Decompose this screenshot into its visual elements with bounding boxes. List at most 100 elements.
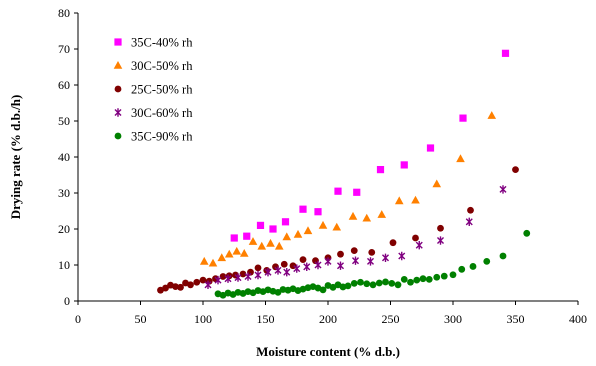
y-tick-label: 70 — [58, 42, 70, 56]
x-tick-label: 350 — [507, 312, 525, 326]
data-point — [318, 220, 328, 229]
data-point — [314, 260, 322, 270]
data-point — [382, 278, 389, 286]
data-point — [456, 154, 465, 163]
data-point — [366, 257, 375, 266]
x-tick-label: 150 — [257, 312, 275, 326]
legend-marker — [114, 108, 122, 117]
x-tick-label: 200 — [319, 312, 337, 326]
data-point — [303, 262, 311, 271]
data-point — [224, 274, 232, 283]
data-point — [411, 195, 420, 204]
y-tick-label: 40 — [58, 150, 70, 164]
data-point — [274, 241, 284, 250]
data-point — [324, 257, 332, 266]
data-point — [208, 258, 218, 267]
data-point — [244, 272, 252, 281]
data-point — [162, 284, 169, 292]
axes: 0 50 100 150 200 250 300 350 400 0 10 20 30 40 50 60 70 8… — [58, 6, 587, 326]
data-point — [232, 246, 242, 255]
data-point — [483, 258, 491, 265]
x-tick-label: 400 — [569, 312, 587, 326]
data-point — [375, 279, 383, 287]
series-30c-50-rh — [199, 111, 497, 267]
data-point — [283, 268, 291, 277]
data-point — [199, 256, 209, 265]
legend-label: 35C-40% rh — [131, 36, 193, 50]
data-point — [266, 238, 275, 247]
data-point — [281, 218, 290, 226]
legend: 35C-40% rh 30C-50% rh 25C-50% rh 30C-60% rh… — [113, 36, 193, 144]
data-point — [314, 208, 322, 216]
data-point — [501, 49, 510, 57]
data-point — [299, 256, 307, 263]
data-point — [467, 206, 474, 214]
data-point — [336, 261, 345, 270]
data-point — [239, 270, 247, 278]
data-point — [303, 226, 313, 235]
data-point — [219, 273, 227, 280]
y-tick-label: 20 — [58, 222, 70, 236]
data-point — [177, 283, 184, 291]
data-point — [172, 283, 179, 290]
data-point — [248, 237, 258, 245]
y-tick-label: 10 — [58, 258, 70, 272]
data-point — [329, 283, 337, 291]
data-point — [499, 252, 507, 260]
data-point — [388, 279, 396, 287]
data-point — [334, 187, 342, 195]
data-point — [274, 266, 282, 275]
data-point — [437, 224, 444, 232]
x-tick-label: 0 — [75, 312, 81, 326]
data-point — [362, 213, 372, 222]
data-point — [293, 229, 303, 238]
data-point — [415, 241, 423, 250]
data-point — [217, 253, 227, 262]
data-point — [440, 272, 448, 280]
data-point — [400, 161, 408, 169]
data-point — [465, 217, 473, 226]
data-point — [400, 276, 408, 283]
data-point — [425, 276, 433, 283]
data-point — [381, 253, 390, 262]
data-point — [243, 232, 251, 240]
data-point — [332, 222, 342, 231]
x-axis-title: Moisture content (% d.b.) — [256, 344, 400, 359]
data-point — [282, 232, 292, 241]
data-point — [239, 248, 249, 257]
legend-marker — [114, 85, 122, 93]
data-point — [312, 257, 319, 265]
legend-marker — [114, 38, 122, 46]
data-point — [394, 281, 402, 289]
data-point — [299, 205, 307, 213]
data-point — [351, 256, 360, 265]
data-point — [348, 211, 358, 220]
data-point — [234, 273, 242, 282]
data-point — [337, 250, 344, 258]
data-point — [459, 114, 467, 122]
data-point — [257, 241, 267, 250]
y-tick-label: 80 — [58, 6, 70, 20]
data-point — [487, 111, 497, 119]
x-tick-label: 50 — [135, 312, 147, 326]
data-point — [319, 286, 327, 294]
data-point — [357, 278, 364, 286]
data-point — [272, 263, 279, 271]
series-35c-40-rh — [230, 49, 510, 242]
legend-marker — [114, 132, 122, 140]
series-35c-90-rh — [214, 229, 531, 299]
data-point — [280, 260, 288, 268]
data-point — [407, 278, 414, 286]
data-point — [432, 179, 442, 188]
data-point — [199, 276, 207, 284]
data-point — [412, 234, 419, 242]
data-point — [363, 280, 371, 288]
series-30c-60-rh — [204, 185, 507, 289]
data-point — [419, 275, 427, 283]
data-point — [368, 249, 376, 256]
data-point — [433, 273, 441, 281]
data-point — [344, 282, 352, 290]
legend-marker — [113, 61, 123, 69]
data-point — [230, 234, 238, 242]
legend-label: 30C-50% rh — [131, 59, 193, 73]
